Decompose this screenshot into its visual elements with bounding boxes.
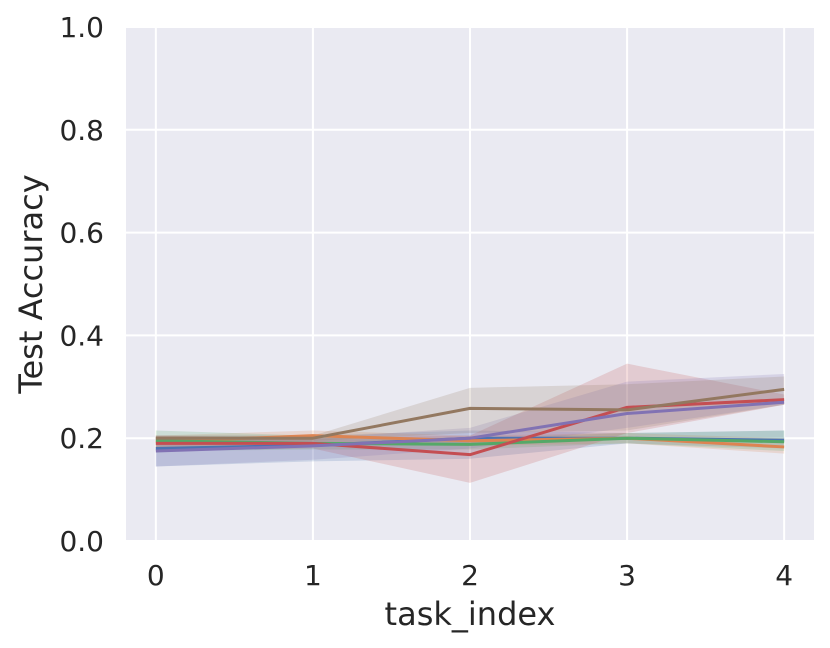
x-tick-labels: 0 1 2 3 4 bbox=[147, 559, 793, 592]
x-axis-label: task_index bbox=[385, 595, 556, 633]
y-tick-label: 0.0 bbox=[59, 525, 104, 558]
series-lines bbox=[155, 387, 785, 457]
series-line-6 bbox=[155, 387, 785, 440]
y-tick-label: 0.8 bbox=[59, 114, 104, 147]
y-tick-label: 1.0 bbox=[59, 11, 104, 44]
confidence-band-4 bbox=[155, 363, 785, 483]
y-axis-label: Test Accuracy bbox=[12, 174, 50, 394]
y-tick-label: 0.2 bbox=[59, 422, 104, 455]
series-line-5 bbox=[155, 400, 785, 453]
x-tick-label: 2 bbox=[461, 559, 479, 592]
x-tick-label: 0 bbox=[147, 559, 165, 592]
y-tick-labels: 0.0 0.2 0.4 0.6 0.8 1.0 bbox=[59, 11, 104, 558]
y-tick-label: 0.4 bbox=[59, 319, 104, 352]
y-tick-label: 0.6 bbox=[59, 217, 104, 250]
x-tick-label: 3 bbox=[618, 559, 636, 592]
grid bbox=[126, 26, 814, 542]
x-tick-label: 1 bbox=[304, 559, 322, 592]
series-line-4 bbox=[155, 398, 785, 457]
x-tick-label: 4 bbox=[775, 559, 793, 592]
